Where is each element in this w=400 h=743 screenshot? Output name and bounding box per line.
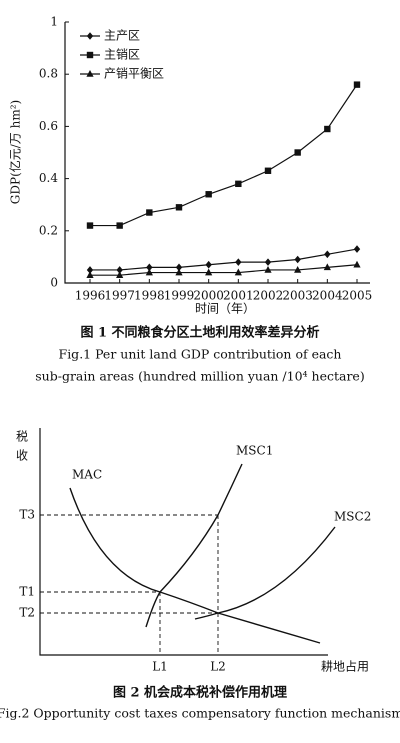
- marker: [353, 260, 361, 268]
- marker: [116, 266, 123, 274]
- y-tick-label: 0: [50, 276, 58, 290]
- marker: [235, 258, 242, 266]
- legend-label: 主销区: [104, 48, 140, 62]
- curve-label: MSC1: [236, 444, 273, 458]
- marker: [205, 191, 212, 198]
- marker: [264, 265, 272, 273]
- marker: [264, 258, 272, 266]
- marker: [175, 268, 183, 276]
- x-tick-label: 2001: [223, 289, 254, 303]
- marker: [323, 263, 331, 271]
- figure-caption: 图 1 不同粮食分区土地利用效率差异分析: [80, 325, 319, 341]
- marker: [205, 268, 213, 276]
- marker: [175, 263, 183, 272]
- marker: [235, 180, 242, 188]
- y-tick-label: 1: [50, 15, 58, 29]
- marker: [86, 70, 94, 77]
- marker: [86, 266, 94, 274]
- y-tick-label: 0.6: [39, 119, 58, 133]
- y-tick-label: 0.4: [39, 171, 58, 185]
- x-tick-label: 2004: [312, 289, 343, 303]
- legend-label: 主产区: [104, 29, 140, 43]
- curve-label: MSC2: [334, 510, 371, 524]
- x-tick-label: 2005: [342, 289, 373, 303]
- marker: [353, 81, 361, 88]
- series-line: [90, 84, 358, 227]
- marker: [294, 149, 301, 156]
- marker: [116, 271, 124, 278]
- y-mark-label: T1: [19, 585, 35, 599]
- y-tick-label: 0.8: [39, 67, 58, 81]
- axis: [39, 428, 328, 656]
- marker: [294, 265, 302, 273]
- x-tick-label: 2003: [282, 289, 313, 303]
- guide-line: [40, 514, 219, 655]
- x-tick-label: 1996: [75, 289, 106, 303]
- x-mark-label: L1: [152, 660, 168, 674]
- msc1-curve: [145, 463, 243, 628]
- marker: [86, 51, 94, 59]
- marker: [324, 250, 331, 259]
- marker: [86, 222, 94, 229]
- x-axis-label: 耕地占用: [321, 659, 369, 674]
- marker: [146, 263, 153, 272]
- mac-curve: [69, 487, 321, 644]
- marker: [324, 125, 331, 133]
- marker: [146, 209, 153, 216]
- x-axis-label: 时间（年）: [195, 302, 255, 316]
- marker: [175, 204, 183, 211]
- marker: [205, 260, 212, 269]
- series-line: [90, 248, 358, 271]
- y-tick-label: 0.2: [39, 223, 58, 237]
- figure-caption: Fig.1 Per unit land GDP contribution of …: [59, 347, 342, 362]
- y-axis-label: GDP(亿元/万 hm²): [8, 100, 23, 204]
- x-tick-label: 2002: [253, 289, 284, 303]
- marker: [234, 268, 242, 276]
- marker: [86, 271, 94, 278]
- curve-label: MAC: [72, 468, 102, 482]
- x-tick-label: 1999: [164, 289, 195, 303]
- diagram: 税 收 耕地占用 MAC MSC1 MSC2 T3 T1 T2 L1 L2: [16, 428, 371, 674]
- series-line: [90, 264, 358, 276]
- y-mark-label: T3: [19, 508, 35, 522]
- y-axis-label: 税: [16, 430, 28, 444]
- marker: [86, 32, 94, 40]
- marker: [145, 268, 153, 276]
- marker: [294, 255, 301, 264]
- msc2-curve: [194, 526, 336, 620]
- marker: [264, 167, 272, 174]
- figure-caption: sub-grain areas (hundred million yuan /1…: [35, 369, 364, 384]
- marker: [116, 222, 123, 229]
- x-tick-label: 1998: [134, 289, 165, 303]
- figure-caption: Fig.2 Opportunity cost taxes compensator…: [0, 706, 400, 721]
- x-tick-label: 2000: [193, 289, 224, 303]
- x-mark-label: L2: [210, 660, 226, 674]
- figure-caption: 图 2 机会成本税补偿作用机理: [113, 685, 287, 701]
- y-axis-label: 收: [16, 449, 28, 463]
- marker: [353, 245, 361, 253]
- y-mark-label: T2: [19, 606, 35, 620]
- x-tick-label: 1997: [104, 289, 135, 303]
- legend-label: 产销平衡区: [104, 67, 164, 81]
